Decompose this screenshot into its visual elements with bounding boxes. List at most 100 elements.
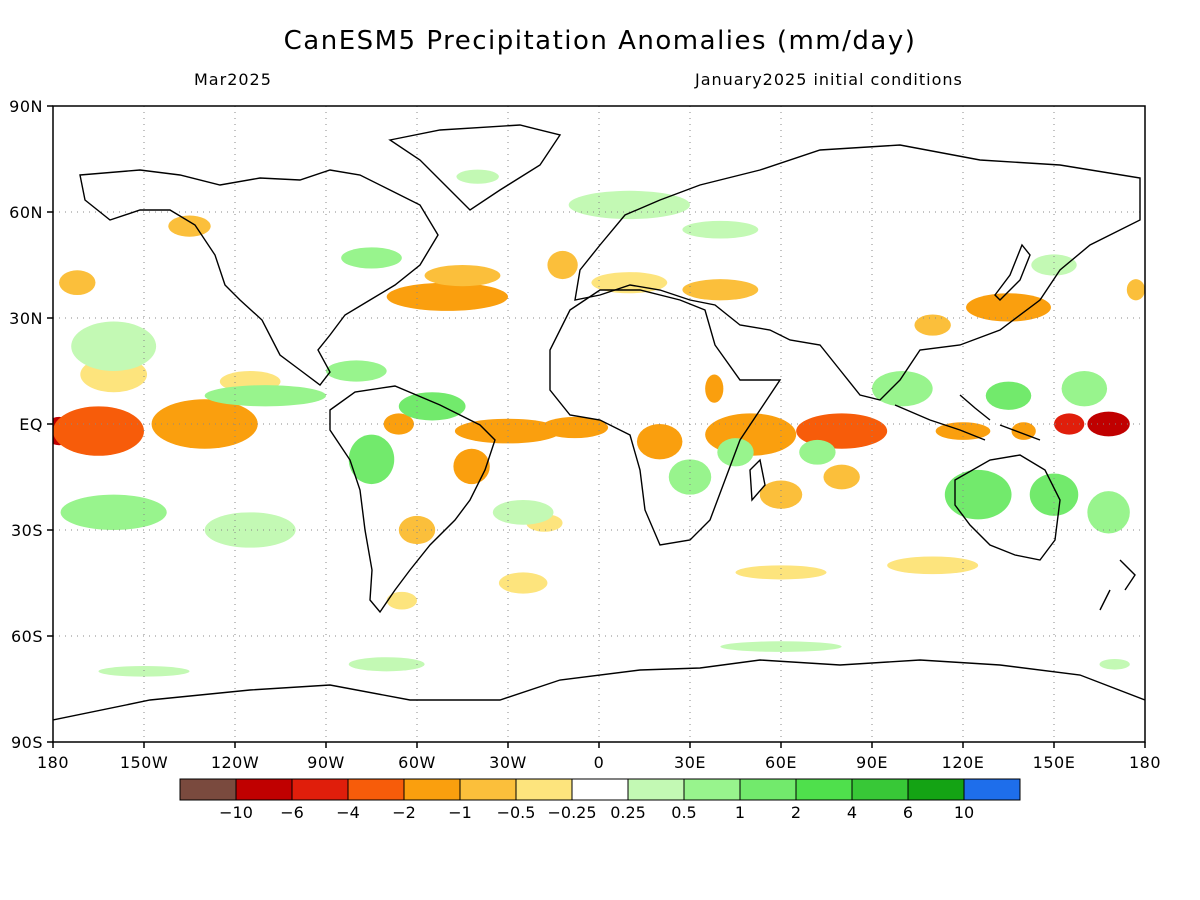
anomaly-region-2	[151, 399, 258, 449]
anomaly-region-43	[456, 169, 499, 184]
colorbar-label: −2	[392, 803, 416, 822]
coastline-eurasia	[574, 144, 1141, 401]
anomaly-region-11	[383, 413, 414, 435]
colorbar-swatch	[179, 778, 237, 801]
anomaly-region-23	[796, 413, 888, 449]
anomaly-region-1	[53, 406, 144, 456]
colorbar-swatch	[235, 778, 293, 801]
anomaly-region-30	[966, 293, 1051, 322]
lon-tick-label: 90W	[307, 753, 345, 772]
colorbar-label: −1	[448, 803, 472, 822]
anomaly-region-53	[985, 381, 1032, 410]
lat-tick-label: 60N	[9, 203, 43, 222]
anomaly-region-34	[1126, 279, 1145, 301]
lat-tick-label: 90S	[11, 733, 43, 752]
colorbar-label: −6	[280, 803, 304, 822]
coastline-madagascar	[749, 458, 766, 502]
lon-tick-label: 180	[1129, 753, 1161, 772]
coastline-south-america	[329, 385, 496, 614]
colorbar-swatch	[795, 778, 853, 801]
anomaly-region-14	[386, 591, 418, 610]
anomaly-region-41	[204, 385, 326, 407]
colorbar-label: 0.5	[671, 803, 696, 822]
anomaly-region-42	[341, 247, 402, 269]
colorbar-swatch	[347, 778, 405, 801]
colorbar-label: −0.5	[497, 803, 536, 822]
chart-title: CanESM5 Precipitation Anomalies (mm/day)	[283, 26, 917, 56]
lon-tick-label: 180	[37, 753, 69, 772]
anomaly-region-28	[1087, 411, 1130, 437]
lat-tick-label: 30S	[11, 521, 43, 540]
colorbar-swatch	[907, 778, 965, 801]
colorbar-swatch	[683, 778, 741, 801]
lon-tick-label: 150W	[120, 753, 168, 772]
lon-tick-label: 120W	[211, 753, 259, 772]
colorbar-swatch	[851, 778, 909, 801]
lon-tick-label: 90E	[856, 753, 888, 772]
lon-tick-label: 120E	[942, 753, 985, 772]
anomaly-region-39	[398, 392, 466, 421]
coastline-antarctica	[53, 659, 1145, 721]
coastline-north-america	[79, 169, 439, 386]
anomaly-region-7	[386, 282, 509, 311]
init-conditions-label: January2025 initial conditions	[695, 70, 963, 89]
anomaly-region-47	[668, 459, 712, 495]
anomaly-region-20	[705, 374, 724, 403]
coastline-australia	[954, 454, 1061, 561]
coastline-new-zealand	[1099, 559, 1136, 611]
anomaly-region-56	[1031, 254, 1077, 276]
anomaly-region-17	[547, 250, 578, 280]
anomaly-region-55	[1087, 491, 1130, 534]
anomaly-region-32	[887, 556, 979, 575]
lon-tick-label: 60E	[765, 753, 797, 772]
colorbar-label: 0.25	[610, 803, 646, 822]
anomaly-region-10	[541, 416, 609, 439]
colorbar-swatch	[627, 778, 685, 801]
lon-tick-label: 60W	[398, 753, 436, 772]
valid-month-label: Mar2025	[194, 70, 272, 89]
anomaly-region-38	[348, 434, 395, 485]
anomaly-region-40	[326, 360, 387, 382]
anomaly-region-9	[454, 418, 562, 444]
anomaly-region-29	[1054, 413, 1085, 435]
colorbar-label: −10	[219, 803, 253, 822]
coastline-japan	[994, 243, 1031, 301]
colorbar-label: 10	[954, 803, 974, 822]
anomaly-region-19	[682, 279, 759, 301]
colorbar-swatch	[739, 778, 797, 801]
colorbar-swatch	[515, 778, 573, 801]
anomaly-region-37	[204, 512, 296, 548]
colorbar-swatch	[963, 778, 1021, 801]
anomaly-region-8	[424, 265, 501, 287]
anomaly-region-36	[60, 494, 167, 530]
colorbar-label: 1	[735, 803, 745, 822]
anomaly-region-54	[1061, 371, 1108, 407]
colorbar-label: 4	[847, 803, 857, 822]
anomaly-region-35	[71, 321, 157, 371]
colorbar-swatch	[403, 778, 461, 801]
lat-tick-label: 60S	[11, 627, 43, 646]
gridlines	[53, 106, 1145, 742]
anomaly-region-60	[1099, 658, 1130, 670]
anomaly-region-58	[348, 657, 425, 672]
anomaly-region-12	[453, 448, 490, 485]
lon-tick-label: 30E	[674, 753, 706, 772]
lon-tick-label: 150E	[1033, 753, 1076, 772]
colorbar-swatch	[571, 778, 629, 801]
anomaly-region-33	[735, 565, 827, 580]
colorbar-label: −0.25	[547, 803, 596, 822]
coastline-africa	[549, 289, 782, 546]
anomaly-region-5	[59, 270, 96, 296]
anomaly-region-24	[759, 480, 803, 509]
anomaly-region-44	[492, 499, 554, 525]
anomaly-region-21	[636, 424, 683, 460]
coastline-indonesia	[894, 394, 1041, 441]
colorbar-swatch	[291, 778, 349, 801]
anomaly-region-15	[498, 572, 548, 594]
lat-tick-label: EQ	[19, 415, 43, 434]
anomaly-region-57	[98, 666, 190, 677]
coastline-greenland	[388, 124, 562, 211]
coastlines	[53, 124, 1145, 721]
